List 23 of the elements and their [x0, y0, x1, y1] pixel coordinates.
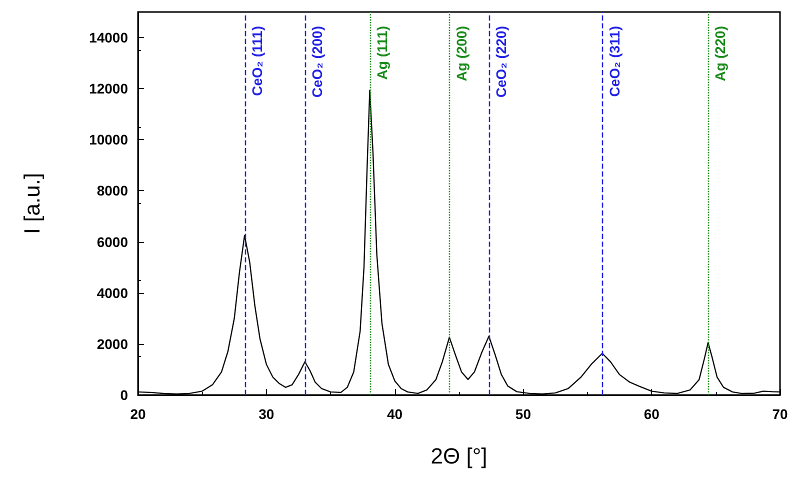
y-tick-label: 6000: [96, 234, 128, 250]
y-tick-label: 0: [120, 387, 128, 403]
ref-line-label: CeO₂ (111): [248, 26, 265, 96]
ref-line-label: Ag (220): [712, 26, 728, 82]
x-tick-label: 30: [258, 406, 274, 422]
ref-line-label: Ag (111): [374, 26, 390, 80]
x-tick-label: 60: [644, 406, 660, 422]
x-tick-label: 50: [515, 406, 532, 422]
x-axis-title: 2Θ [°]: [430, 444, 488, 468]
x-tick-label: 40: [387, 406, 403, 422]
ref-line-label: Ag (200): [453, 26, 470, 82]
y-tick-label: 4000: [96, 284, 128, 301]
ref-line-label: CeO₂ (220): [492, 26, 509, 98]
y-tick-label: 10000: [89, 132, 128, 148]
ref-line-label: CeO₂ (311): [606, 26, 622, 97]
y-tick-label: 8000: [96, 182, 128, 199]
y-axis-title: I [a.u.]: [20, 172, 44, 234]
y-tick-label: 14000: [89, 30, 128, 46]
x-tick-label: 70: [772, 406, 788, 422]
y-tick-label: 12000: [89, 80, 128, 97]
ref-line-label: CeO₂ (200): [308, 26, 325, 98]
y-tick-label: 2000: [96, 336, 128, 352]
x-tick-label: 20: [130, 406, 146, 422]
